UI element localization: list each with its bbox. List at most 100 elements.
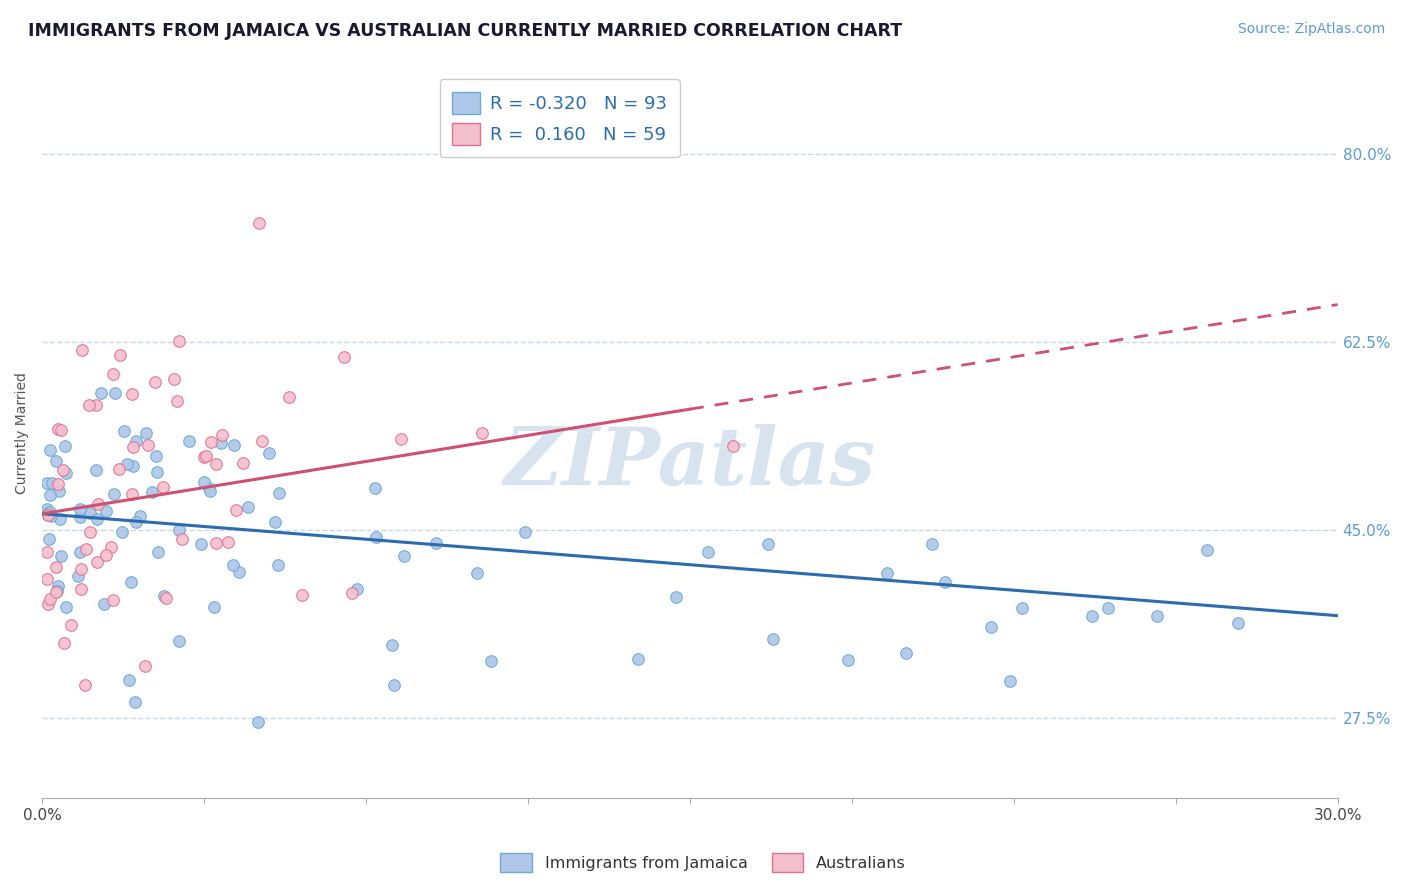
Point (52, 463, 75, 477)
Point (86, 512, 108, 526)
Point (135, 426, 157, 441)
Point (79, 525, 101, 540)
Point (94, 548, 117, 562)
Point (195, 449, 218, 463)
Point (38, 533, 60, 547)
Point (84, 398, 107, 412)
Point (70, 582, 93, 596)
Point (100, 540, 122, 554)
Point (756, 537, 779, 551)
Point (169, 334, 191, 348)
Point (392, 549, 415, 563)
Point (224, 438, 246, 452)
Point (228, 566, 250, 580)
Point (721, 439, 744, 453)
Point (38, 505, 60, 519)
Point (115, 457, 138, 471)
Point (38, 591, 60, 606)
Point (267, 486, 290, 500)
Point (134, 658, 156, 673)
Point (93, 597, 115, 611)
Point (143, 376, 166, 390)
Point (340, 586, 363, 600)
Point (163, 372, 186, 386)
Point (1146, 608, 1168, 623)
Point (998, 673, 1021, 688)
Point (108, 348, 131, 362)
Point (51, 424, 73, 438)
Point (37, 597, 59, 611)
Point (198, 482, 221, 496)
Point (73, 678, 96, 692)
Point (252, 434, 274, 448)
Point (55, 599, 77, 614)
Point (41, 476, 63, 491)
Point (35, 475, 58, 490)
Point (837, 653, 859, 667)
Point (665, 590, 688, 604)
Point (267, 558, 290, 573)
Point (211, 427, 233, 442)
Point (257, 446, 280, 460)
Point (46, 477, 69, 491)
Legend: Immigrants from Jamaica, Australians: Immigrants from Jamaica, Australians (492, 845, 914, 880)
Point (364, 530, 387, 544)
Point (166, 394, 188, 409)
Text: ZIPatlas: ZIPatlas (503, 424, 876, 501)
Point (49, 549, 72, 564)
Point (112, 424, 135, 438)
Point (121, 487, 143, 501)
Point (205, 457, 228, 471)
Point (921, 537, 943, 551)
Point (121, 459, 143, 474)
Point (170, 532, 193, 546)
Point (146, 465, 169, 479)
Point (67, 568, 90, 582)
Y-axis label: Currently Married: Currently Married (15, 372, 30, 494)
Point (101, 367, 124, 381)
Point (1081, 609, 1104, 624)
Point (69, 502, 91, 516)
Point (205, 536, 228, 550)
Point (46, 422, 69, 436)
Point (193, 475, 215, 489)
Point (346, 582, 368, 596)
Point (121, 387, 143, 401)
Point (79, 506, 101, 520)
Point (204, 600, 226, 615)
Point (94, 504, 117, 518)
Point (138, 438, 160, 452)
Point (38, 443, 60, 458)
Point (153, 589, 176, 603)
Point (217, 535, 239, 549)
Point (246, 715, 269, 730)
Point (291, 588, 314, 602)
Point (627, 652, 650, 666)
Point (46, 583, 69, 598)
Point (70, 343, 93, 358)
Point (332, 351, 354, 365)
Point (79, 398, 101, 412)
Point (389, 433, 412, 447)
Point (896, 646, 918, 660)
Point (222, 558, 245, 572)
Point (118, 673, 141, 687)
Point (190, 537, 212, 551)
Point (37, 508, 59, 523)
Point (124, 695, 146, 709)
Point (104, 386, 127, 401)
Point (45, 559, 67, 574)
Text: IMMIGRANTS FROM JAMAICA VS AUSTRALIAN CURRENTLY MARRIED CORRELATION CHART: IMMIGRANTS FROM JAMAICA VS AUSTRALIAN CU… (28, 22, 903, 40)
Point (37, 506, 59, 520)
Point (69, 544, 91, 558)
Point (876, 566, 898, 580)
Point (87, 497, 110, 511)
Point (465, 566, 488, 580)
Point (167, 634, 190, 648)
Point (70, 561, 93, 575)
Point (198, 483, 221, 498)
Point (53, 636, 76, 650)
Point (225, 502, 247, 516)
Point (45, 585, 67, 599)
Point (108, 462, 131, 476)
